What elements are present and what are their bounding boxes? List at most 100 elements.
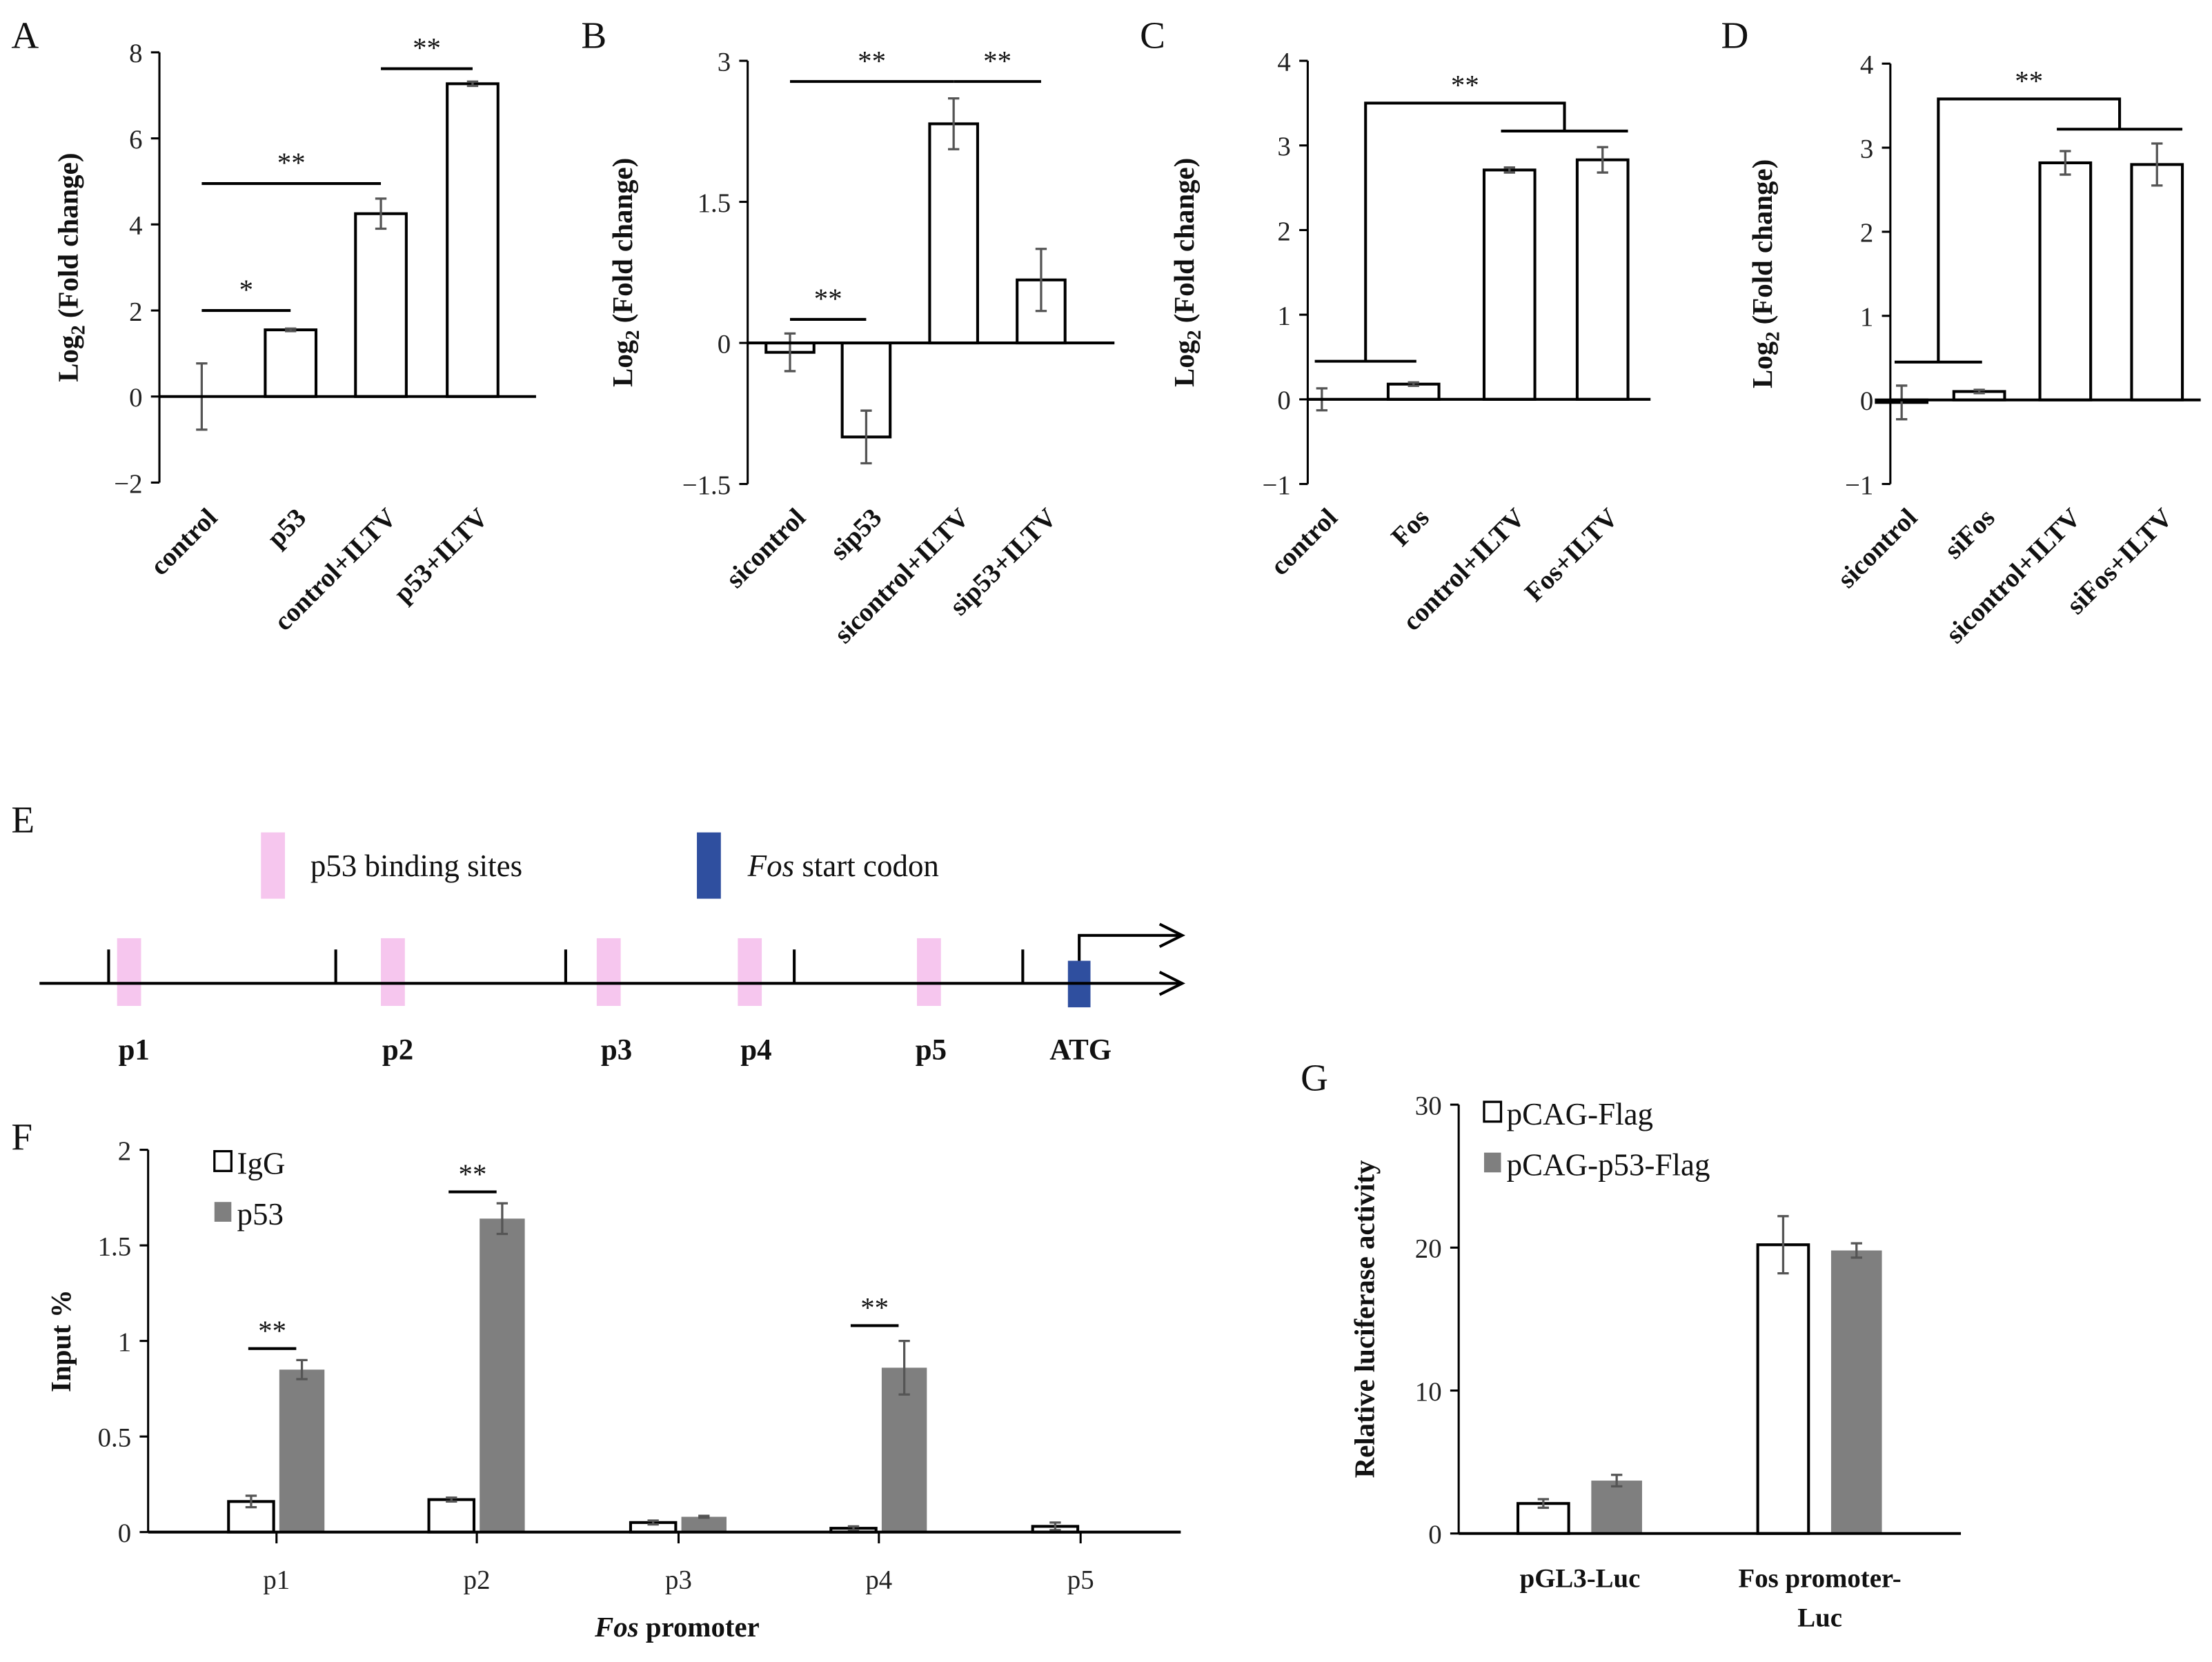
y-tick-label: 4 [1860,50,1873,80]
y-axis-label: Log2 (Fold change) [607,158,644,387]
category-label-line: p5 [1067,1565,1094,1594]
significance-label: ** [2015,66,2043,97]
bar-IgG [427,1498,476,1534]
bar-p53 [681,1516,727,1532]
site-label: ATG [1049,1034,1112,1067]
y-axis-label: Log2 (Fold change) [52,153,89,382]
error-bar [496,1202,508,1236]
panel-letter-f: F [11,1116,32,1158]
category-label: p4 [865,1565,892,1594]
y-tick-label: 3 [1860,134,1873,164]
start-codon-italic: Fos [747,849,794,883]
significance-annotation: ** [1314,70,1628,363]
category-label: Fos+ILTV [1519,503,1624,608]
start-codon-rest: start codon [794,849,939,883]
category-label: siFos [1939,503,2001,565]
error-bar [466,80,479,88]
y-tick-label: −1 [1845,471,1873,500]
error-bar [375,197,387,230]
error-bar [1503,166,1515,174]
category-label: p3 [665,1565,692,1594]
category-label-line: p4 [865,1565,892,1594]
error-bar [948,97,960,150]
y-tick-label: 3 [718,47,731,77]
y-axis-label-main: Relative luciferase activity [1349,1160,1380,1478]
y-tick-label: 3 [1277,132,1290,161]
y-tick-label: 6 [129,125,142,155]
category-label-line: p2 [464,1565,491,1594]
y-tick-label: 0 [1428,1520,1441,1550]
panel-letter-c: C [1140,14,1165,57]
panel-f-chart: F 0 0.5 1 1.5 2 p1 p2 p3 p4 p5 Input % Fos promoter I… [11,1116,1181,1643]
error-bar [1035,248,1047,313]
p53-binding-site-5 [917,938,941,1007]
error-bar [1973,388,1985,395]
y-tick-label: 2 [118,1136,131,1166]
x-axis-label-italic: Fos [594,1612,639,1643]
site-label: p3 [601,1034,632,1067]
significance-bracket [1364,101,1566,362]
y-axis-label-rest: (Fold change) [1169,158,1200,330]
error-bar [1610,1474,1623,1487]
y-axis-label: Log2 (Fold change) [1747,159,1784,388]
significance-label: ** [858,46,886,77]
error-bar [1049,1521,1061,1532]
bar-value [928,122,979,345]
transcription-start-arrow [1078,933,1180,961]
y-tick-label: 4 [129,211,142,241]
category-label: Fos promoter- Luc [1739,1563,1902,1632]
x-axis-label-rest: promoter [639,1612,760,1643]
category-label: sicontrol [720,502,811,593]
error-bar [847,1525,860,1532]
error-bar [1537,1498,1550,1510]
site-label: p1 [119,1034,150,1067]
legend-swatch [1483,1100,1503,1123]
significance-annotation: ** [954,46,1041,83]
category-label: p53+ILTV [388,503,493,609]
y-axis-label: Log2 (Fold change) [1169,158,1205,387]
error-bar [285,327,297,333]
start-codon-legend-label: Fos start codon [747,849,939,883]
p53-binding-site-3 [596,938,621,1007]
y-axis-label-main: Input % [46,1289,77,1392]
p53-binding-site-2 [381,938,405,1007]
y-tick-label: 10 [1415,1377,1442,1407]
y-tick-label: 4 [1277,47,1290,77]
legend-label: pCAG-p53-Flag [1507,1147,1710,1182]
significance-label: ** [258,1315,286,1346]
y-tick-label: 1 [1860,302,1873,332]
category-label: control [145,502,224,581]
panel-g-chart: G 0 10 20 30 pGL3-Luc Fos promoter- Luc Relative… [1301,1057,1962,1633]
error-bar [860,409,872,465]
category-label: control [1265,502,1343,581]
x-axis-label: Fos promoter [594,1612,760,1643]
start-codon-legend-swatch [697,832,721,899]
y-tick-label: 8 [129,39,142,68]
category-label: p2 [464,1565,491,1594]
category-label-line: Fos promoter- [1739,1563,1902,1593]
p53-binding-site-1 [117,938,141,1007]
error-bar [647,1519,659,1526]
significance-annotation: ** [201,148,382,186]
category-label: pGL3-Luc [1520,1563,1641,1593]
legend-swatch [1483,1152,1501,1173]
significance-annotation: ** [448,1158,497,1194]
category-label: sip53 [824,503,887,566]
significance-label: ** [413,32,441,63]
bar-value [264,328,318,398]
significance-annotation: ** [1894,66,2183,364]
p53-binding-site-4 [738,938,762,1007]
category-label: Fos [1385,503,1435,553]
y-axis-label: Input % [46,1289,77,1392]
significance-annotation: ** [381,32,473,70]
y-axis-label-main: Log [607,339,638,387]
error-bar [1408,381,1419,387]
y-axis-label-subscript: 2 [68,325,90,335]
y-axis-label-subscript: 2 [1761,332,1784,342]
error-bar [1896,384,1908,421]
significance-label: ** [860,1292,889,1323]
significance-label: ** [459,1158,487,1189]
panel-letter-g: G [1301,1057,1328,1099]
